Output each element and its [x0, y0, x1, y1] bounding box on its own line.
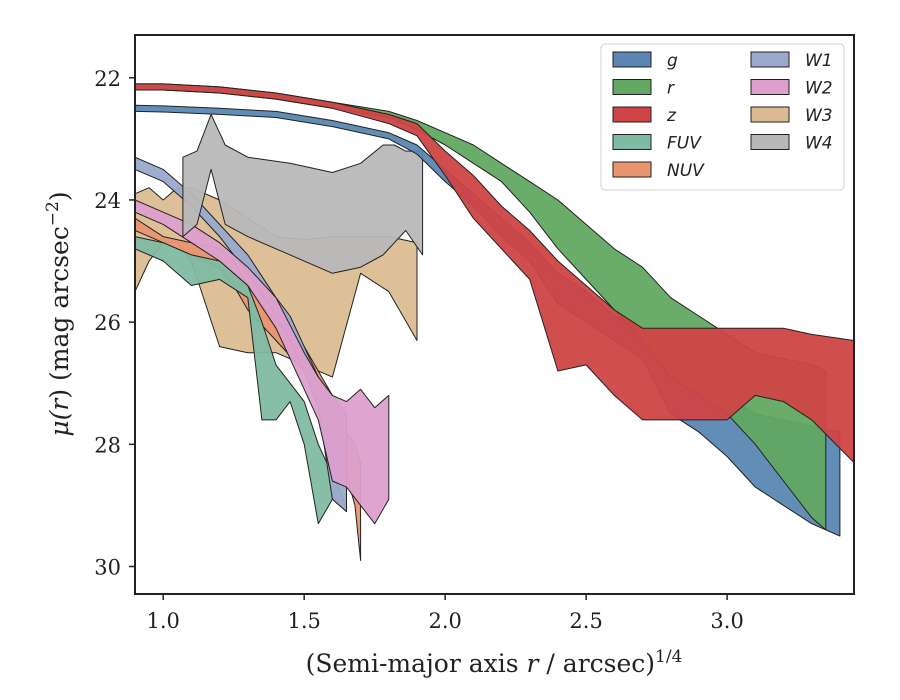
legend-label-w2: W2 [805, 79, 833, 99]
legend-swatch-g [612, 51, 652, 68]
x-tick-label: 2.0 [428, 609, 461, 633]
y-tick-label: 24 [94, 189, 121, 213]
legend-label-r: r [667, 79, 675, 99]
x-tick-label: 2.5 [569, 609, 602, 633]
legend: grz FUV NUV W1 W2 W3 W4 [600, 43, 845, 191]
y-tick-label: 30 [94, 556, 121, 580]
x-tick-label: 1.0 [146, 609, 179, 633]
band-w2 [135, 199, 390, 525]
band-w4 [182, 113, 424, 274]
legend-swatch-w1 [750, 51, 790, 68]
plot-frame [134, 34, 855, 595]
profile-bands [135, 83, 854, 561]
legend-label-z: z [666, 106, 677, 126]
band-w1 [135, 156, 347, 512]
band-z [135, 83, 854, 464]
legend-label-g: g [667, 51, 678, 71]
legend-label-fuv: FUV [667, 134, 702, 154]
legend-label-w4: W4 [805, 134, 833, 154]
y-tick-label: 22 [94, 67, 121, 91]
x-axis-title: (Semi-major axis r / arcsec)1/4 [306, 647, 683, 678]
y-axis-ticks: 22 24 26 28 30 [94, 67, 135, 580]
x-tick-label: 3.0 [710, 609, 743, 633]
y-axis-title: μ(r) (mag arcsec−2) [43, 191, 74, 436]
legend-label-w1: W1 [805, 51, 833, 71]
y-tick-label: 26 [94, 311, 121, 335]
legend-swatch-z [612, 106, 652, 123]
legend-swatch-fuv [612, 134, 652, 150]
legend-swatch-w3 [750, 106, 790, 123]
legend-swatch-w4 [750, 134, 790, 150]
y-tick-label: 28 [94, 433, 121, 457]
legend-label-w3: W3 [805, 106, 833, 126]
legend-swatch-r [612, 79, 652, 95]
x-axis-ticks: 1.0 1.5 2.0 2.5 3.0 [146, 594, 744, 633]
x-tick-label: 1.5 [287, 609, 320, 633]
legend-swatch-nuv [612, 161, 652, 178]
legend-swatch-w2 [750, 79, 790, 95]
legend-label-nuv: NUV [667, 161, 705, 181]
